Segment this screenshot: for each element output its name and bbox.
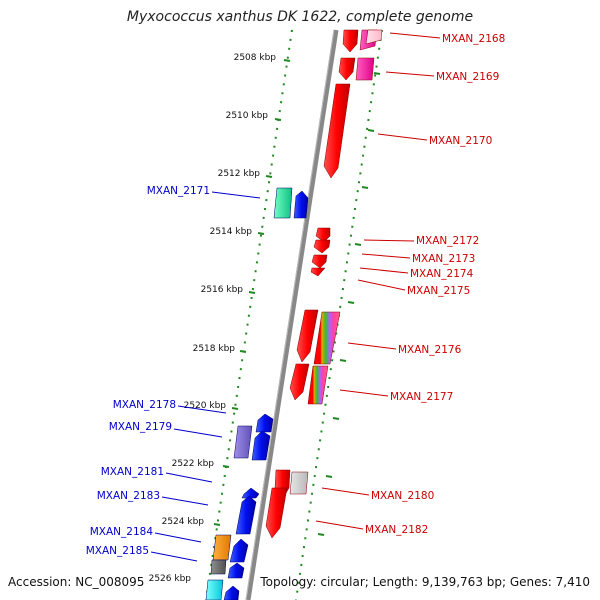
minus-gene-labels: MXAN_2171 MXAN_2178 MXAN_2179 MXAN_2181 … [86,185,261,562]
scale-label: 2520 kbp [184,401,227,411]
scale-label: 2524 kbp [162,517,205,527]
gene-arrow-mxan-2168c[interactable] [365,29,383,45]
gene-arrow-mxan-2184[interactable] [212,534,232,561]
gene-arrow-mxan-2186b[interactable] [223,585,240,600]
gene-arrow-mxan-2179[interactable] [233,425,253,459]
gene-arrow-mxan-2186[interactable] [205,579,224,600]
gene-label-mxan-2180[interactable]: MXAN_2180 [371,490,434,502]
gene-label-mxan-2183[interactable]: MXAN_2183 [97,490,160,502]
gene-arrow-mxan-2172[interactable] [315,227,331,243]
minus-strand-guide [205,29,293,600]
genome-summary-text: Topology: circular; Length: 9,139,763 bp… [260,575,590,589]
gene-label-mxan-2176[interactable]: MXAN_2176 [398,344,462,356]
gene-arrow-mxan-2182[interactable] [265,487,288,539]
gene-arrow-mxan-2170[interactable] [323,83,351,179]
gene-arrow-mxan-2174[interactable] [310,267,326,277]
gene-arrow-mxan-2179b[interactable] [251,430,271,461]
gene-arrow-mxan-2181[interactable] [241,487,260,499]
gene-label-mxan-2171[interactable]: MXAN_2171 [147,185,210,197]
gene-arrow-mxan-2172b[interactable] [313,239,331,254]
gene-label-mxan-2173[interactable]: MXAN_2173 [412,253,475,265]
gene-arrow-mxan-2180b[interactable] [289,471,309,495]
gene-arrow-mxan-2176b[interactable] [313,311,341,365]
gene-label-mxan-2170[interactable]: MXAN_2170 [429,135,492,147]
gene-arrow-mxan-2168[interactable] [342,29,359,53]
map-title: Myxococcus xanthus DK 1622, complete gen… [126,9,474,25]
gene-arrow-mxan-2171b[interactable] [293,190,309,219]
gene-arrow-mxan-2177[interactable] [289,363,310,401]
gene-label-mxan-2182[interactable]: MXAN_2182 [365,524,428,536]
scale-label: 2518 kbp [193,344,236,354]
scale-label: 2514 kbp [210,227,253,237]
scale-labels: 2508 kbp 2510 kbp 2512 kbp 2514 kbp 2516… [149,53,277,584]
gene-arrow-mxan-2176[interactable] [296,309,319,363]
gene-arrow-mxan-2169b[interactable] [355,57,375,81]
plus-tick-marks [317,72,381,536]
gene-label-mxan-2177[interactable]: MXAN_2177 [390,391,453,403]
gene-label-mxan-2169[interactable]: MXAN_2169 [436,71,499,83]
gene-arrow-mxan-2178[interactable] [255,413,274,433]
gene-label-mxan-2179[interactable]: MXAN_2179 [109,421,172,433]
gene-label-mxan-2185[interactable]: MXAN_2185 [86,545,149,557]
scale-label: 2510 kbp [226,111,269,121]
gene-label-mxan-2172[interactable]: MXAN_2172 [416,235,479,247]
gene-arrow-mxan-2185[interactable] [210,559,227,575]
genome-backbone [245,29,339,600]
gene-arrow-mxan-2169[interactable] [338,57,356,81]
scale-label: 2512 kbp [218,169,261,179]
gene-label-mxan-2175[interactable]: MXAN_2175 [407,285,470,297]
gene-arrow-mxan-2183[interactable] [235,495,257,535]
accession-text: Accession: NC_008095 [8,575,145,589]
gene-label-mxan-2178[interactable]: MXAN_2178 [113,399,176,411]
gene-arrow-mxan-2177b[interactable] [307,365,329,405]
genome-backbone-highlight [245,29,335,600]
plus-gene-labels: MXAN_2168 MXAN_2169 MXAN_2170 MXAN_2172 … [315,32,505,536]
gene-arrow-mxan-2184b[interactable] [229,538,249,563]
gene-arrow-mxan-2171[interactable] [273,187,293,219]
gene-arrow-mxan-2185b[interactable] [227,562,245,579]
gene-label-mxan-2184[interactable]: MXAN_2184 [90,526,154,538]
plus-strand-genes [265,29,383,539]
minus-strand-genes [205,187,309,600]
scale-label: 2516 kbp [201,285,244,295]
scale-label: 2522 kbp [172,459,215,469]
gene-arrow-mxan-2173[interactable] [311,254,328,269]
gene-label-mxan-2181[interactable]: MXAN_2181 [101,466,164,478]
scale-label: 2526 kbp [149,574,192,584]
minus-tick-marks [213,59,291,526]
gene-label-mxan-2174[interactable]: MXAN_2174 [410,268,474,280]
scale-label: 2508 kbp [234,53,277,63]
gene-label-mxan-2168[interactable]: MXAN_2168 [442,33,505,45]
